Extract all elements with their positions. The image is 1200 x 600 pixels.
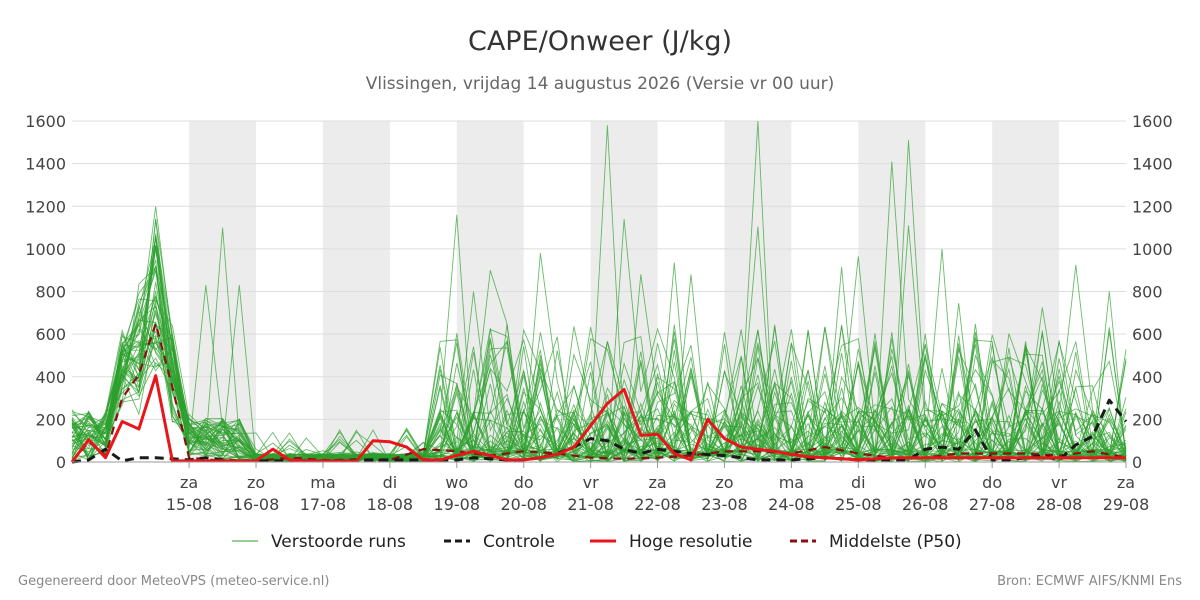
x-tick-day: za: [648, 473, 666, 492]
x-tick-date: 28-08: [1036, 495, 1083, 514]
y-tick-label: 400: [35, 368, 66, 387]
x-axis: za 15-08 zo 16-08 ma 17-08 di 18-08 wo 19-08 do 20-…: [72, 461, 1150, 514]
legend-label-ensemble: Verstoorde runs: [271, 532, 406, 552]
x-tick-day: vr: [1051, 473, 1067, 492]
x-tick-date: 25-08: [835, 495, 882, 514]
y-tick-label: 1400: [25, 155, 66, 174]
ensemble-member-line: [71, 245, 1127, 462]
hoge-resolutie-line: [70, 374, 1126, 463]
x-tick-day: ma: [310, 473, 335, 492]
legend: Verstoorde runs Controle Hoge resolutie Mid…: [232, 532, 962, 552]
y-tick-label: 1200: [25, 197, 66, 216]
controle-line: [71, 398, 1128, 464]
x-tick-day: za: [1117, 473, 1135, 492]
x-tick-date: 24-08: [768, 495, 815, 514]
x-tick-date: 27-08: [969, 495, 1016, 514]
y-tick-label-right: 1200: [1132, 197, 1173, 216]
ensemble-member-line: [71, 324, 1127, 463]
x-tick-date: 17-08: [300, 495, 347, 514]
y-tick-label-right: 1400: [1132, 155, 1173, 174]
x-tick-date: 21-08: [567, 495, 614, 514]
x-tick-date: 16-08: [233, 495, 280, 514]
x-tick-day: di: [383, 473, 398, 492]
x-tick-day: do: [514, 473, 534, 492]
footer-source: Bron: ECMWF AIFS/KNMI Ens: [997, 574, 1182, 589]
y-tick-label: 600: [35, 325, 66, 344]
x-tick-date: 29-08: [1103, 495, 1150, 514]
x-tick-day: wo: [914, 473, 937, 492]
ensemble-member-line: [71, 343, 1127, 463]
chart-title: CAPE/Onweer (J/kg): [468, 26, 732, 57]
legend-label-hoge_resolutie: Hoge resolutie: [629, 532, 753, 552]
y-tick-label-right: 400: [1132, 368, 1163, 387]
x-tick-date: 18-08: [367, 495, 414, 514]
ensemble-member-line: [71, 333, 1127, 462]
x-tick-date: 22-08: [634, 495, 681, 514]
y-tick-label: 800: [35, 283, 66, 302]
ensemble-member-line: [71, 290, 1127, 463]
x-tick-day: zo: [247, 473, 265, 492]
y-tick-label-right: 200: [1132, 410, 1163, 429]
x-tick-day: za: [180, 473, 198, 492]
y-axis-left: 0 200 400 600 800 1000 1200 1400 1600: [25, 112, 66, 472]
y-tick-label-right: 1600: [1132, 112, 1173, 131]
y-tick-label: 1000: [25, 240, 66, 259]
ensemble-member-line: [71, 330, 1127, 463]
x-tick-day: wo: [445, 473, 468, 492]
ensemble-lines: [71, 120, 1127, 464]
legend-label-p50: Middelste (P50): [829, 532, 962, 552]
y-tick-label-right: 0: [1132, 453, 1142, 472]
p50-line: [71, 322, 1127, 463]
x-tick-day: zo: [715, 473, 733, 492]
chart-subtitle: Vlissingen, vrijdag 14 augustus 2026 (Ve…: [366, 74, 835, 94]
footer-generator: Gegenereerd door MeteoVPS (meteo-service…: [18, 574, 329, 589]
y-tick-label: 1600: [25, 112, 66, 131]
main-series-lines: [70, 322, 1128, 464]
x-tick-date: 23-08: [701, 495, 748, 514]
ensemble-member-line: [71, 324, 1127, 463]
y-tick-label: 200: [35, 410, 66, 429]
x-tick-date: 19-08: [434, 495, 481, 514]
x-tick-day: do: [982, 473, 1002, 492]
y-tick-label-right: 1000: [1132, 240, 1173, 259]
x-tick-day: vr: [583, 473, 599, 492]
y-tick-label-right: 800: [1132, 283, 1163, 302]
legend-label-controle: Controle: [483, 532, 555, 552]
x-tick-date: 15-08: [166, 495, 213, 514]
y-tick-label: 0: [56, 453, 66, 472]
ensemble-member-line: [71, 348, 1127, 464]
ensemble-member-line: [71, 305, 1127, 463]
x-tick-day: di: [851, 473, 866, 492]
ensemble-member-line: [71, 281, 1127, 463]
y-tick-label-right: 600: [1132, 325, 1163, 344]
y-axis-right: 0 200 400 600 800 1000 1200 1400 1600: [1132, 112, 1173, 472]
x-tick-date: 20-08: [500, 495, 547, 514]
x-tick-date: 26-08: [902, 495, 949, 514]
x-tick-day: ma: [779, 473, 804, 492]
